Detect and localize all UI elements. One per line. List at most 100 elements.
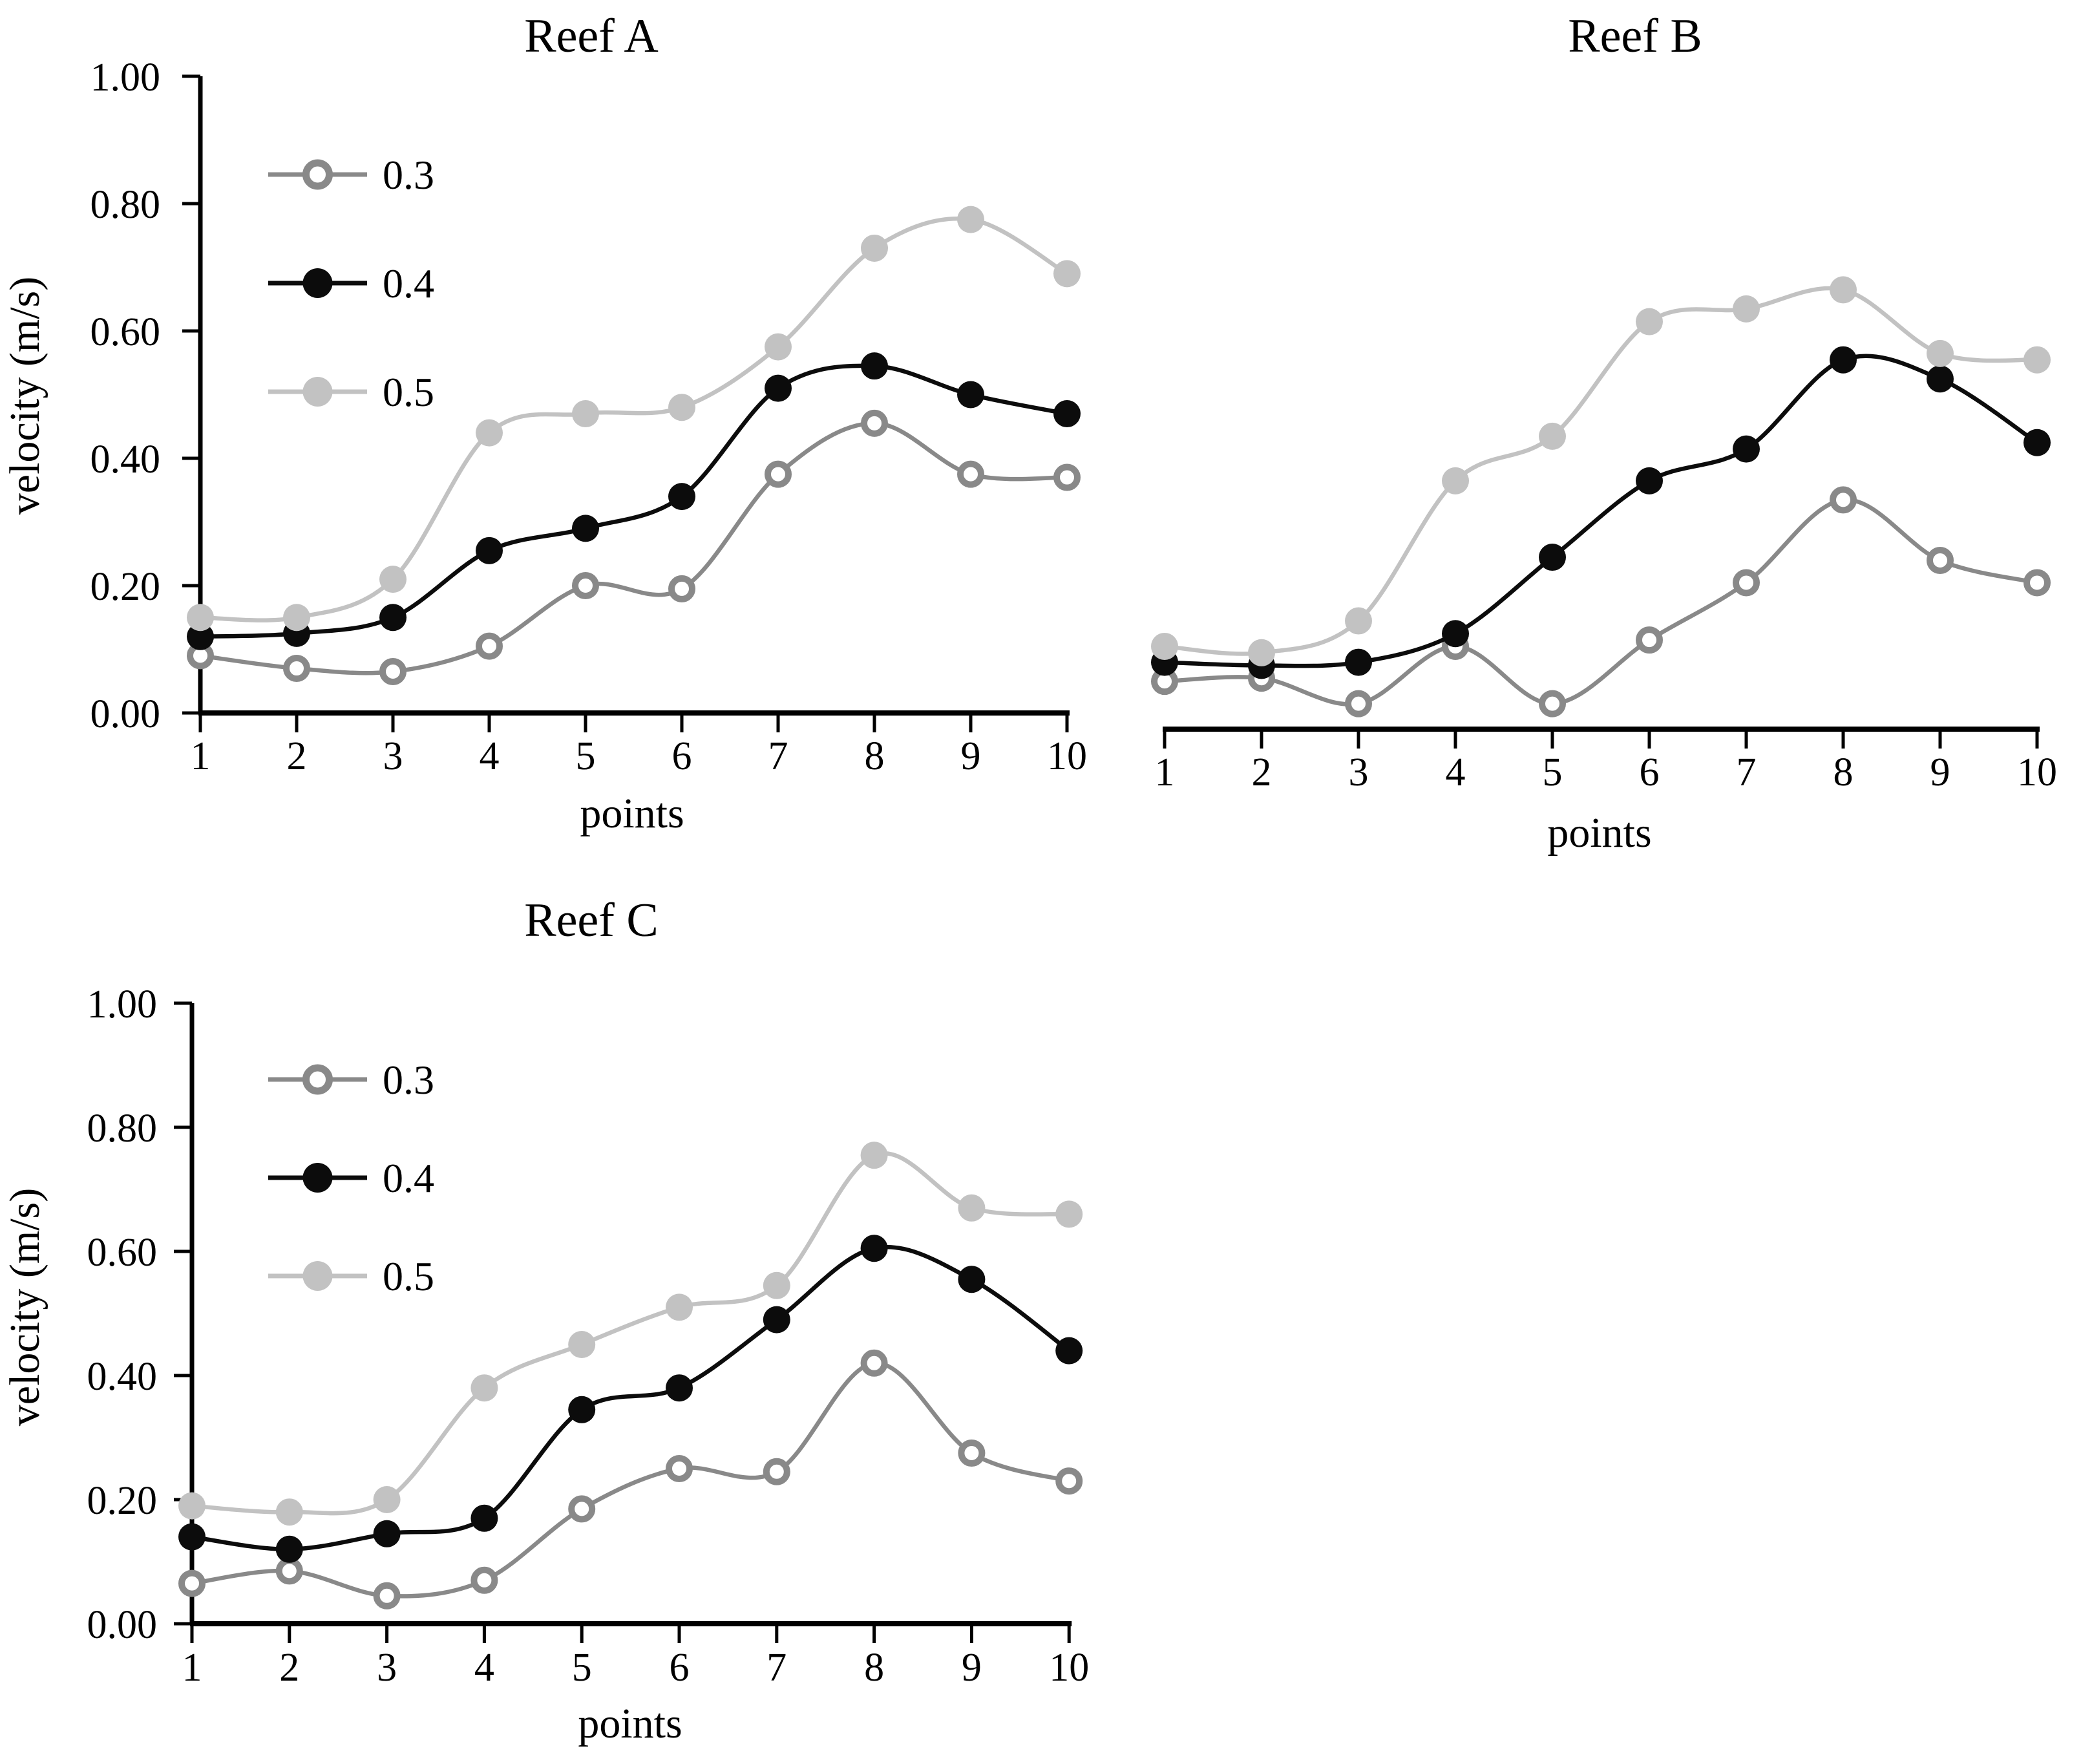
chart-title: Reef A xyxy=(524,10,659,63)
series-marker-0.5-pt9 xyxy=(1927,339,1954,367)
series-marker-0.5-pt8 xyxy=(860,1142,888,1169)
y-axis-title: velocity (m/s) xyxy=(1,277,48,515)
series-marker-0.5-pt1 xyxy=(187,604,214,632)
series-marker-0.3-pt10 xyxy=(1055,1467,1083,1495)
series-marker-0.3-pt9 xyxy=(958,1440,986,1467)
series-line-0.3 xyxy=(1164,498,2038,707)
x-tick-label: 8 xyxy=(1833,750,1854,794)
legend: 0.3 0.4 0.5 xyxy=(268,152,434,415)
series-marker-0.5-pt10 xyxy=(1053,260,1081,288)
x-tick-label: 9 xyxy=(1930,750,1950,794)
series-marker-0.4-pt7 xyxy=(1733,435,1760,463)
series-marker-0.4-legend xyxy=(302,268,333,298)
series-marker-0.3-pt6 xyxy=(668,575,695,602)
x-tick-label: 10 xyxy=(1047,734,1087,778)
series-marker-0.5-pt2 xyxy=(275,1498,303,1526)
series-marker-0.3-pt3 xyxy=(1345,690,1372,717)
legend-label: 0.3 xyxy=(383,152,434,198)
series-marker-0.4-pt8 xyxy=(860,1235,888,1262)
series-marker-0.5-pt4 xyxy=(1442,467,1469,494)
series-line-0.4 xyxy=(191,1244,1071,1552)
series-marker-0.4-pt7 xyxy=(763,1306,790,1334)
series-marker-0.4-pt5 xyxy=(572,515,599,542)
x-tick-label: 5 xyxy=(1543,750,1563,794)
series-marker-0.5-pt6 xyxy=(1636,308,1663,335)
series-marker-0.3-pt2 xyxy=(283,655,310,683)
y-tick-label: 0.60 xyxy=(87,1231,158,1275)
series-marker-0.3-pt1 xyxy=(178,1569,206,1597)
series-marker-0.4-pt5 xyxy=(568,1396,596,1423)
series-marker-0.5-pt8 xyxy=(861,234,888,262)
series-marker-0.4-pt10 xyxy=(1055,1337,1083,1365)
series-marker-0.5-pt9 xyxy=(958,1194,986,1222)
x-tick-label: 2 xyxy=(279,1646,299,1690)
y-tick-label: 1.00 xyxy=(87,983,158,1026)
reef-b-chart: Reef B 1 2 3 4 5 6 7 8 9 10 points xyxy=(1151,10,2057,856)
series-marker-0.4-legend xyxy=(302,1163,333,1193)
x-tick-label: 6 xyxy=(672,734,692,778)
series-marker-0.3-pt6 xyxy=(666,1455,693,1482)
series-marker-0.4-pt10 xyxy=(2023,429,2051,456)
series-marker-0.4-pt6 xyxy=(666,1374,693,1402)
series-marker-0.5-pt7 xyxy=(1733,295,1760,323)
x-tick-label: 8 xyxy=(864,1646,884,1690)
series-marker-0.3-pt7 xyxy=(765,460,792,488)
reef-c-chart: Reef C 1.00 0.80 0.60 0.40 0.20 0.00 velocity (… xyxy=(1,894,1089,1747)
y-tick-label: 0.40 xyxy=(90,438,161,482)
series-marker-0.3-pt4 xyxy=(476,632,503,660)
legend-item-0.5: 0.5 xyxy=(268,1253,434,1299)
series-marker-0.5-pt5 xyxy=(568,1331,596,1358)
legend-item-0.3: 0.3 xyxy=(268,152,434,198)
series-marker-0.4-pt1 xyxy=(187,622,214,650)
chart-title: Reef C xyxy=(524,894,659,947)
series-marker-0.5-pt10 xyxy=(2023,346,2051,374)
series-marker-0.3-legend xyxy=(302,159,333,190)
series-marker-0.5-pt6 xyxy=(666,1293,693,1321)
x-tick-label: 9 xyxy=(961,734,981,778)
series-marker-0.5-legend xyxy=(302,1261,333,1291)
series-marker-0.3-pt3 xyxy=(373,1582,401,1610)
series-line-0.3 xyxy=(191,1361,1070,1599)
series-marker-0.5-pt1 xyxy=(1151,632,1178,660)
series-marker-0.5-pt6 xyxy=(668,394,695,421)
x-tick-label: 3 xyxy=(383,734,403,778)
x-tick-label: 5 xyxy=(576,734,596,778)
legend: 0.3 0.4 0.5 xyxy=(268,1057,434,1299)
series-marker-0.3-pt3 xyxy=(379,657,407,685)
series-marker-0.3-pt9 xyxy=(1927,546,1954,574)
series-line-0.3 xyxy=(200,421,1068,675)
series-line-0.4 xyxy=(200,363,1068,639)
x-tick-label: 7 xyxy=(766,1646,787,1690)
series-marker-0.5-pt7 xyxy=(763,1271,790,1299)
series-marker-0.5-pt5 xyxy=(572,400,599,428)
series-marker-0.5-pt4 xyxy=(476,419,503,447)
series-marker-0.4-pt9 xyxy=(957,381,984,409)
series-marker-0.5-pt1 xyxy=(178,1492,206,1520)
legend-label: 0.4 xyxy=(383,1155,434,1201)
series-marker-0.5-pt8 xyxy=(1830,276,1857,304)
x-tick-label: 6 xyxy=(670,1646,690,1690)
series-marker-0.3-pt9 xyxy=(957,460,984,488)
x-tick-label: 2 xyxy=(287,734,307,778)
legend-label: 0.5 xyxy=(383,1253,434,1299)
series-marker-0.3-pt5 xyxy=(1539,690,1566,717)
y-axis-title: velocity (m/s) xyxy=(1,1188,48,1426)
legend-item-0.3: 0.3 xyxy=(268,1057,434,1103)
series-marker-0.4-pt8 xyxy=(861,352,888,380)
series-marker-0.5-pt5 xyxy=(1539,422,1566,450)
series-marker-0.3-pt8 xyxy=(860,1349,888,1377)
x-tick-label: 9 xyxy=(962,1646,982,1690)
series-marker-0.5-pt3 xyxy=(379,566,407,593)
series-marker-0.5-legend xyxy=(302,377,333,407)
series-marker-0.3-pt5 xyxy=(568,1495,596,1523)
x-tick-label: 1 xyxy=(182,1646,202,1690)
series-line-0.5 xyxy=(1164,286,2038,656)
series-marker-0.3-pt7 xyxy=(1733,569,1760,597)
x-tick-label: 2 xyxy=(1252,750,1272,794)
series-marker-0.4-pt6 xyxy=(668,483,695,511)
x-tick-label: 1 xyxy=(191,734,211,778)
series-marker-0.4-pt6 xyxy=(1636,467,1663,494)
x-axis-title: points xyxy=(580,790,684,837)
series-marker-0.3-pt10 xyxy=(2023,569,2051,597)
